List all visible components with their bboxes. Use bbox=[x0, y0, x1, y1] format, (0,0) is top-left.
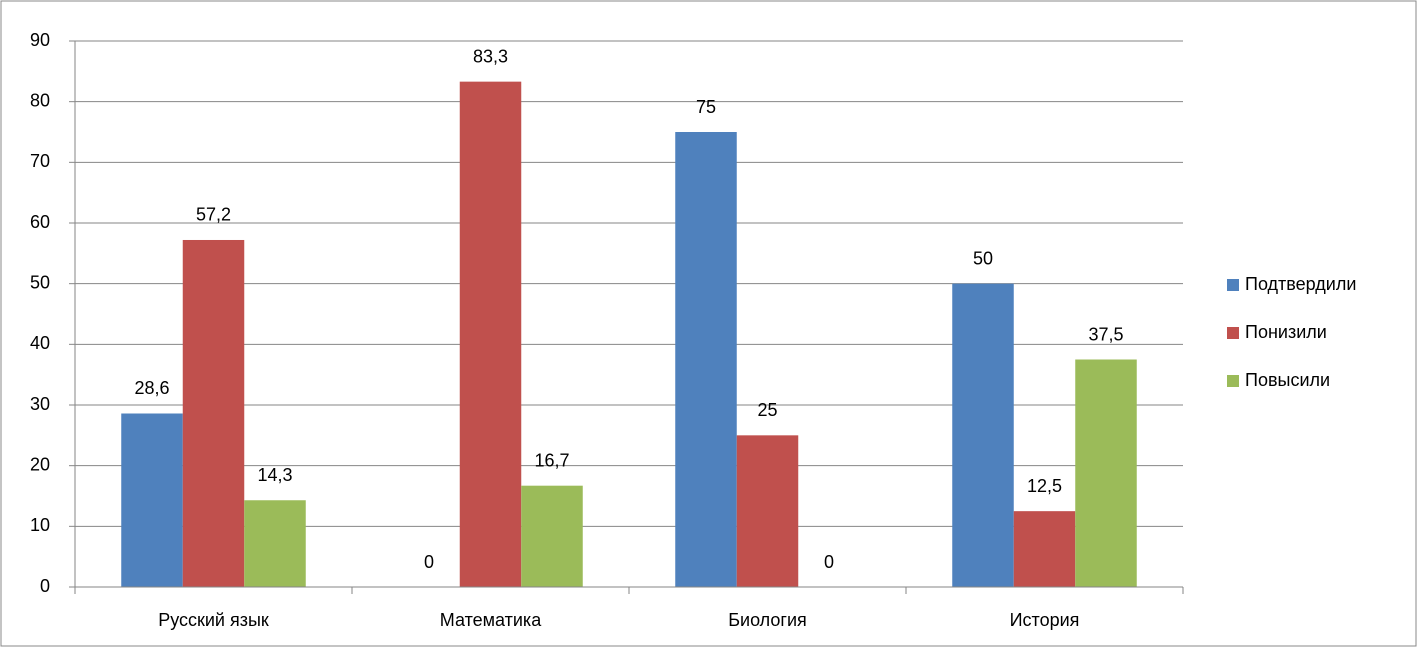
y-tick-label: 40 bbox=[30, 333, 50, 353]
bar bbox=[1013, 511, 1076, 587]
y-tick-label: 20 bbox=[30, 454, 50, 474]
bar bbox=[736, 435, 799, 587]
bar bbox=[952, 283, 1014, 587]
data-label: 83,3 bbox=[473, 46, 508, 66]
data-label: 12,5 bbox=[1027, 476, 1062, 496]
bar bbox=[521, 485, 583, 587]
y-tick-label: 90 bbox=[30, 30, 50, 50]
legend-label: Подтвердили bbox=[1245, 274, 1356, 294]
data-label: 25 bbox=[757, 400, 777, 420]
x-tick-label: Математика bbox=[440, 610, 542, 630]
y-tick-label: 80 bbox=[30, 90, 50, 110]
data-label: 0 bbox=[824, 552, 834, 572]
x-tick-label: Русский язык bbox=[158, 610, 269, 630]
bar bbox=[121, 413, 183, 587]
bar bbox=[244, 500, 306, 587]
bar bbox=[675, 132, 737, 587]
data-label: 16,7 bbox=[534, 450, 569, 470]
legend-swatch bbox=[1227, 279, 1239, 291]
x-tick-label: История bbox=[1010, 610, 1080, 630]
bar bbox=[1075, 359, 1137, 587]
data-label: 37,5 bbox=[1088, 324, 1123, 344]
legend-swatch bbox=[1227, 375, 1239, 387]
data-label: 14,3 bbox=[257, 465, 292, 485]
bar bbox=[459, 81, 522, 587]
y-tick-label: 70 bbox=[30, 151, 50, 171]
data-label: 50 bbox=[973, 248, 993, 268]
legend-label: Понизили bbox=[1245, 322, 1327, 342]
y-tick-label: 60 bbox=[30, 212, 50, 232]
bar bbox=[182, 239, 245, 587]
x-tick-label: Биология bbox=[728, 610, 807, 630]
y-tick-label: 30 bbox=[30, 394, 50, 414]
data-label: 75 bbox=[696, 97, 716, 117]
legend-swatch bbox=[1227, 327, 1239, 339]
y-tick-label: 0 bbox=[40, 576, 50, 596]
data-label: 0 bbox=[424, 552, 434, 572]
y-tick-label: 10 bbox=[30, 515, 50, 535]
y-tick-label: 50 bbox=[30, 272, 50, 292]
legend-label: Повысили bbox=[1245, 370, 1330, 390]
data-label: 57,2 bbox=[196, 205, 231, 225]
data-label: 28,6 bbox=[134, 378, 169, 398]
